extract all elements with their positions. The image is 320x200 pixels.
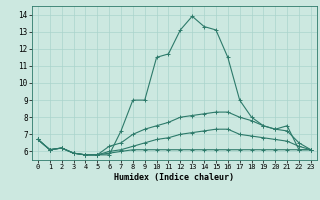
X-axis label: Humidex (Indice chaleur): Humidex (Indice chaleur): [115, 173, 234, 182]
